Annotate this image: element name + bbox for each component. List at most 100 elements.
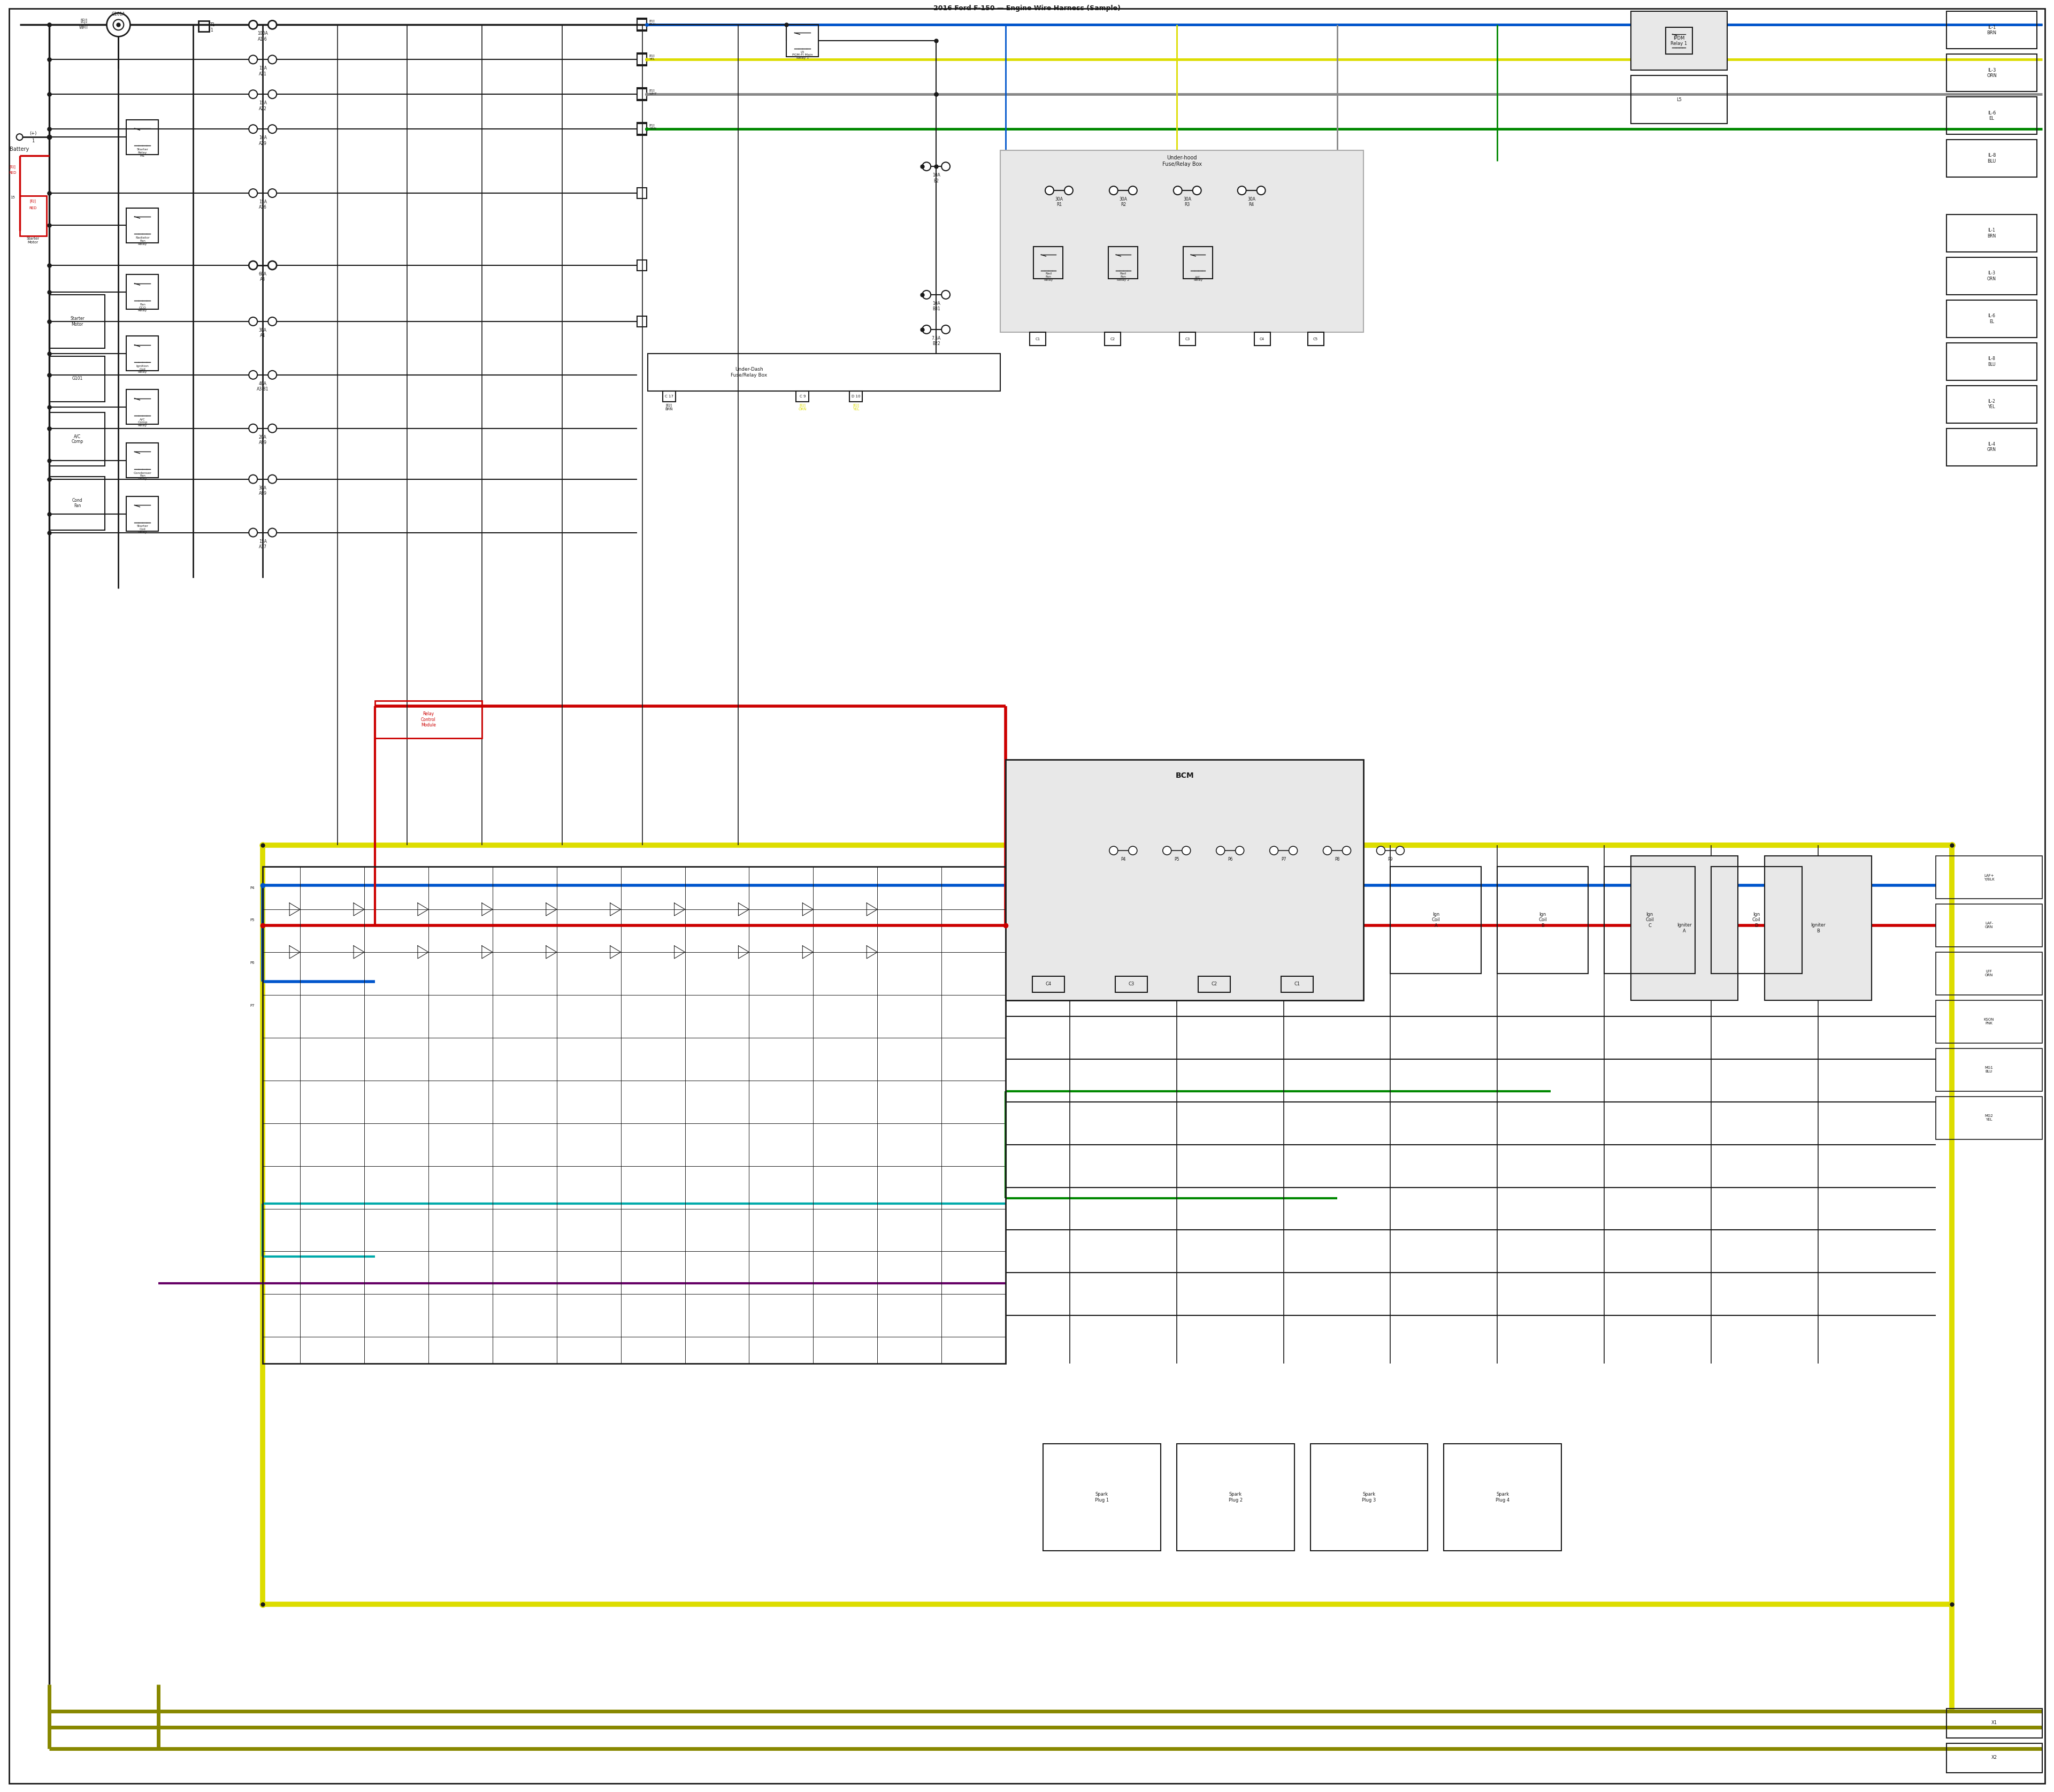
- Bar: [1935, 903, 2042, 946]
- Text: [EJ]
BRN: [EJ] BRN: [665, 403, 674, 410]
- Text: WHT: WHT: [78, 25, 88, 30]
- Text: Starter
Motor: Starter Motor: [70, 315, 84, 326]
- Bar: [1631, 11, 1727, 70]
- Text: RED: RED: [29, 206, 37, 210]
- Bar: [127, 274, 158, 310]
- Text: 15A
A21: 15A A21: [259, 66, 267, 77]
- Text: Rad
Fan
Relay 2: Rad Fan Relay 2: [1117, 272, 1130, 281]
- Bar: [1947, 11, 2038, 48]
- Circle shape: [1216, 846, 1224, 855]
- Text: 20A
A99: 20A A99: [259, 435, 267, 444]
- Bar: [49, 357, 105, 401]
- Bar: [637, 122, 647, 136]
- Circle shape: [922, 324, 930, 333]
- Text: Starter
Relay
M1: Starter Relay M1: [138, 149, 148, 158]
- Circle shape: [1109, 846, 1117, 855]
- Bar: [21, 195, 47, 237]
- Text: RED: RED: [8, 172, 16, 174]
- Text: [EJ]
BLU: [EJ] BLU: [649, 20, 655, 25]
- Bar: [637, 88, 647, 100]
- Text: Spark
Plug 1: Spark Plug 1: [1095, 1493, 1109, 1502]
- Bar: [1179, 332, 1195, 346]
- Circle shape: [249, 529, 257, 538]
- Bar: [1308, 332, 1323, 346]
- Text: Radiator
Fan
Relay: Radiator Fan Relay: [136, 237, 150, 246]
- Bar: [1115, 977, 1148, 993]
- Text: C1: C1: [1035, 337, 1039, 340]
- Bar: [1497, 867, 1588, 973]
- Text: LFF
ORN: LFF ORN: [1984, 969, 1992, 977]
- Text: [EJ]
GRN: [EJ] GRN: [649, 124, 657, 129]
- Text: C4: C4: [1259, 337, 1265, 340]
- Bar: [127, 120, 158, 154]
- Bar: [1105, 332, 1121, 346]
- Bar: [637, 18, 647, 30]
- Text: IL-3
ORN: IL-3 ORN: [1986, 271, 1996, 281]
- Bar: [637, 315, 647, 326]
- Bar: [1197, 977, 1230, 993]
- Bar: [1935, 1097, 2042, 1140]
- Text: (+): (+): [29, 131, 37, 136]
- Bar: [1935, 952, 2042, 995]
- Text: A/C
Comp
Relay: A/C Comp Relay: [138, 418, 148, 426]
- Circle shape: [1181, 846, 1191, 855]
- Text: 40A
A3-81: 40A A3-81: [257, 382, 269, 392]
- Bar: [1006, 760, 1364, 1000]
- Text: Battery: Battery: [10, 147, 29, 152]
- Bar: [1029, 332, 1045, 346]
- Circle shape: [1397, 846, 1405, 855]
- Text: T1: T1: [210, 22, 216, 27]
- Circle shape: [249, 371, 257, 380]
- Circle shape: [1109, 186, 1117, 195]
- Circle shape: [113, 20, 123, 30]
- Text: 15A
A22: 15A A22: [259, 100, 267, 111]
- Text: Starter
Coil
Relay: Starter Coil Relay: [138, 525, 148, 534]
- Text: Cond
Fan: Cond Fan: [72, 498, 82, 509]
- Text: 1: 1: [210, 27, 214, 32]
- Text: 15A
A17: 15A A17: [259, 539, 267, 550]
- Text: P4: P4: [251, 887, 255, 889]
- Text: [EJ]: [EJ]: [29, 199, 37, 202]
- Text: Ign
Coil
B: Ign Coil B: [1538, 912, 1547, 928]
- Text: Spark
Plug 3: Spark Plug 3: [1362, 1493, 1376, 1502]
- Text: Ignition
Coil
Relay: Ignition Coil Relay: [136, 364, 148, 373]
- Bar: [850, 391, 863, 401]
- Text: 7.5A
B22: 7.5A B22: [933, 335, 941, 346]
- Bar: [1947, 1708, 2042, 1738]
- Text: Spark
Plug 4: Spark Plug 4: [1495, 1493, 1510, 1502]
- Text: IL-1
BRN: IL-1 BRN: [1988, 228, 1996, 238]
- Bar: [199, 22, 210, 32]
- Text: Ign
Coil
C: Ign Coil C: [1645, 912, 1653, 928]
- Text: IL-6
EL: IL-6 EL: [1988, 111, 1996, 120]
- Circle shape: [269, 475, 277, 484]
- Bar: [127, 496, 158, 530]
- Circle shape: [1128, 186, 1138, 195]
- Circle shape: [107, 13, 129, 36]
- Text: 60A
A3: 60A A3: [259, 272, 267, 281]
- Circle shape: [941, 324, 951, 333]
- Bar: [1764, 857, 1871, 1000]
- Text: C 17: C 17: [665, 394, 674, 398]
- Circle shape: [941, 161, 951, 170]
- Text: Under-Dash
Fuse/Relay Box: Under-Dash Fuse/Relay Box: [731, 367, 768, 378]
- Text: C3: C3: [1128, 982, 1134, 987]
- Bar: [637, 90, 647, 100]
- Circle shape: [1128, 846, 1138, 855]
- Circle shape: [941, 290, 951, 299]
- Text: 100A
A1-6: 100A A1-6: [257, 30, 267, 41]
- Text: C4: C4: [1045, 982, 1052, 987]
- Circle shape: [1269, 846, 1278, 855]
- Bar: [1310, 1444, 1428, 1550]
- Text: IL-6
EL: IL-6 EL: [1988, 314, 1994, 324]
- Bar: [1947, 54, 2038, 91]
- Circle shape: [269, 56, 277, 65]
- Text: 1: 1: [31, 138, 35, 143]
- Bar: [127, 389, 158, 425]
- Text: D 10: D 10: [852, 394, 861, 398]
- Text: 2016 Ford F-150 — Engine Wire Harness (Sample): 2016 Ford F-150 — Engine Wire Harness (S…: [933, 5, 1121, 13]
- Bar: [1947, 385, 2038, 423]
- Text: C2: C2: [1212, 982, 1218, 987]
- Bar: [1947, 215, 2038, 253]
- Circle shape: [269, 529, 277, 538]
- Bar: [1935, 1048, 2042, 1091]
